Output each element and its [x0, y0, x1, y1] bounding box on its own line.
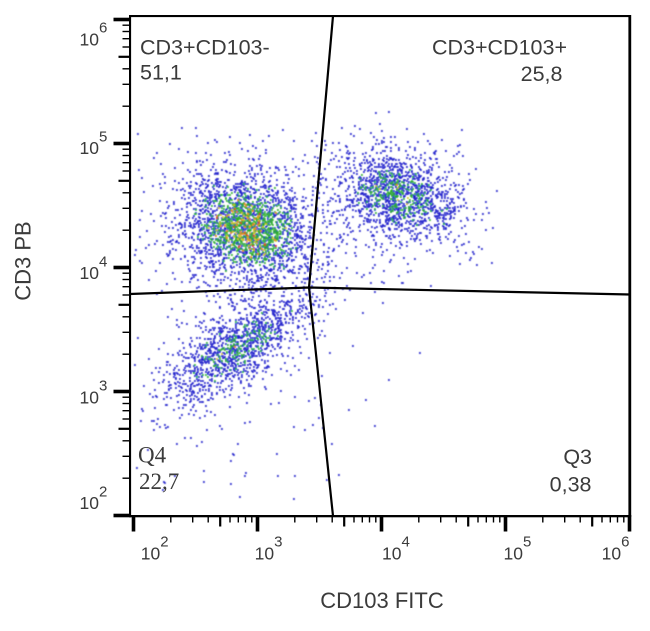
svg-text:10: 10	[80, 263, 100, 283]
svg-text:Q3: Q3	[563, 445, 592, 469]
svg-text:22,7: 22,7	[139, 469, 179, 494]
svg-text:4: 4	[402, 534, 410, 551]
svg-text:CD3+CD103-: CD3+CD103-	[140, 36, 270, 60]
svg-text:3: 3	[99, 378, 107, 395]
svg-text:CD3 PB: CD3 PB	[11, 221, 36, 300]
svg-text:10: 10	[255, 543, 275, 563]
svg-text:10: 10	[382, 543, 402, 563]
svg-text:3: 3	[274, 534, 282, 551]
svg-text:10: 10	[80, 493, 100, 513]
svg-text:4: 4	[99, 253, 107, 270]
svg-text:51,1: 51,1	[140, 61, 182, 85]
svg-text:CD103 FITC: CD103 FITC	[320, 588, 444, 613]
svg-text:5: 5	[99, 128, 107, 145]
svg-text:10: 10	[141, 543, 161, 563]
svg-text:5: 5	[523, 534, 531, 551]
svg-text:25,8: 25,8	[521, 62, 563, 86]
svg-text:6: 6	[99, 20, 107, 37]
svg-text:10: 10	[80, 388, 100, 408]
svg-text:2: 2	[99, 483, 107, 500]
svg-text:10: 10	[504, 543, 524, 563]
svg-text:2: 2	[160, 534, 168, 551]
svg-text:6: 6	[621, 534, 629, 551]
svg-text:0,38: 0,38	[550, 473, 592, 497]
svg-text:10: 10	[80, 29, 100, 49]
svg-text:Q4: Q4	[138, 443, 167, 468]
svg-text:10: 10	[602, 543, 622, 563]
svg-text:CD3+CD103+: CD3+CD103+	[432, 36, 567, 60]
svg-text:10: 10	[80, 138, 100, 158]
